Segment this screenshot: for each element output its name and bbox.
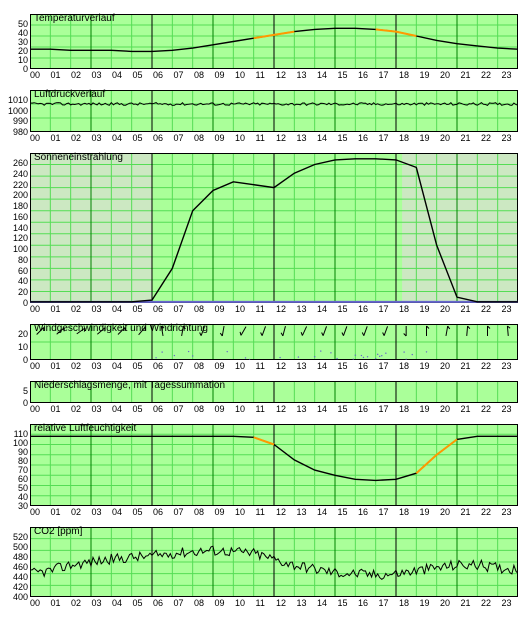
co2-plot — [30, 527, 518, 597]
temp-title: Temperaturverlauf — [34, 13, 115, 24]
rain-title: Niederschlagsmenge, mit Tagessummation — [34, 380, 225, 391]
humid-title: relative Luftfeuchtigkeit — [34, 423, 136, 434]
y-axis-labels: 30405060708090100110 — [4, 434, 30, 506]
press-chart: 98099010001010 Luftdruckverlauf 0001020304… — [4, 90, 518, 143]
x-axis-labels: 0001020304050607080910111213141516171819… — [30, 403, 518, 414]
co2-title: CO2 [ppm] — [34, 526, 82, 537]
x-axis-labels: 0001020304050607080910111213141516171819… — [30, 303, 518, 314]
y-axis-labels: 98099010001010 — [4, 100, 30, 132]
x-axis-labels: 0001020304050607080910111213141516171819… — [30, 360, 518, 371]
solar-chart: 020406080100120140160180200220240260 Sonn… — [4, 153, 518, 314]
x-axis-labels: 0001020304050607080910111213141516171819… — [30, 506, 518, 517]
x-axis-labels: 0001020304050607080910111213141516171819… — [30, 597, 518, 608]
temp-chart: 01020304050 Temperaturverlauf 000102030405… — [4, 14, 518, 80]
wind-chart: 01020 Windgeschwindigkeit und Windrichtun… — [4, 324, 518, 371]
rain-chart: 05 Niederschlagsmenge, mit Tagessummation… — [4, 381, 518, 414]
y-axis-labels: 01020 — [4, 334, 30, 360]
humid-chart: 30405060708090100110 relative Luftfeuchti… — [4, 424, 518, 517]
wind-title: Windgeschwindigkeit und Windrichtung — [34, 323, 208, 334]
press-title: Luftdruckverlauf — [34, 89, 105, 100]
humid-plot — [30, 424, 518, 506]
solar-plot — [30, 153, 518, 303]
x-axis-labels: 0001020304050607080910111213141516171819… — [30, 69, 518, 80]
solar-title: Sonneneinstrahlung — [34, 152, 123, 163]
x-axis-labels: 0001020304050607080910111213141516171819… — [30, 132, 518, 143]
y-axis-labels: 400420440460480500520 — [4, 537, 30, 597]
y-axis-labels: 020406080100120140160180200220240260 — [4, 163, 30, 303]
co2-chart: 400420440460480500520 CO2 [ppm] 0001020304… — [4, 527, 518, 608]
y-axis-labels: 05 — [4, 391, 30, 403]
y-axis-labels: 01020304050 — [4, 24, 30, 69]
